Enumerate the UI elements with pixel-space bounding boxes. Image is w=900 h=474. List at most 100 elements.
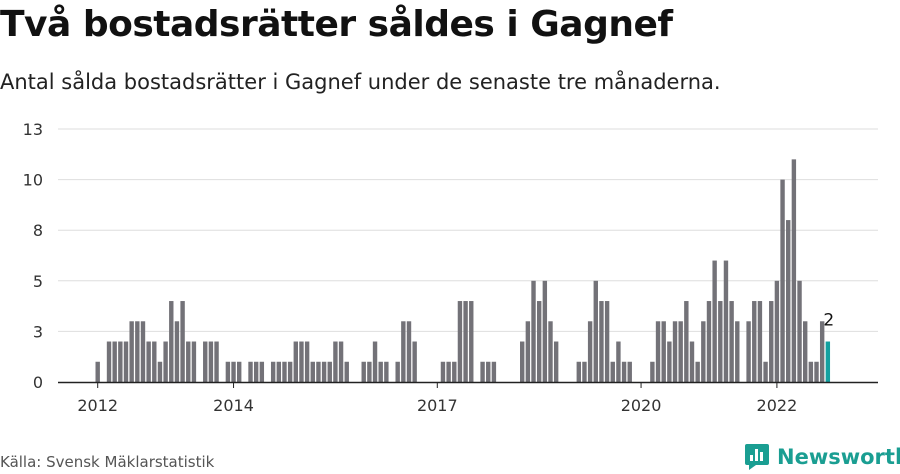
bar [746, 321, 751, 382]
bar [627, 361, 632, 382]
bar [667, 341, 672, 382]
bar [701, 321, 706, 382]
bar [208, 341, 214, 382]
bar [180, 301, 185, 382]
bar [452, 361, 457, 382]
bar [293, 341, 298, 382]
bar [174, 321, 180, 382]
bar [146, 341, 151, 382]
bar [587, 321, 593, 382]
bar [791, 159, 797, 382]
bar [287, 361, 293, 382]
bar [814, 361, 819, 382]
y-tick-label: 3 [33, 322, 43, 341]
logo-text: Newsworthy [777, 445, 900, 469]
bar [689, 341, 695, 382]
bar [757, 301, 763, 382]
bar [463, 301, 468, 382]
x-tick-label: 2017 [417, 396, 458, 415]
bar [457, 301, 463, 382]
bar [338, 341, 344, 382]
x-tick-label: 2012 [77, 396, 118, 415]
bar [112, 341, 117, 382]
bar [797, 280, 802, 382]
bar [361, 361, 366, 382]
bar [140, 321, 146, 382]
bar [316, 361, 321, 382]
bar [706, 301, 712, 382]
bar [576, 361, 581, 382]
bar [304, 341, 310, 382]
bar-chart: 0 3 5 8 10 13 2012 2014 2017 2020 2022 2 [23, 120, 878, 415]
bar [401, 321, 406, 382]
bar [480, 361, 485, 382]
bar [367, 361, 372, 382]
bar [678, 321, 683, 382]
bar [553, 341, 559, 382]
bar [469, 301, 474, 382]
chart-subtitle: Antal sålda bostadsrätter i Gagnef under… [0, 70, 721, 94]
data-label-latest: 2 [823, 311, 834, 331]
bar [695, 361, 700, 382]
bar [163, 341, 168, 382]
bar [610, 361, 615, 382]
bar [735, 321, 740, 382]
bar [723, 260, 729, 382]
bar [446, 361, 451, 382]
bar [684, 301, 689, 382]
bar [406, 321, 412, 382]
bar [729, 301, 734, 382]
bar [95, 361, 100, 382]
bar [310, 361, 315, 382]
bar [486, 361, 491, 382]
newsworthy-logo: Newsworthy [744, 443, 900, 471]
bar [225, 361, 231, 382]
bar [616, 341, 621, 382]
bar [214, 341, 219, 382]
bar [412, 341, 417, 382]
bar [253, 361, 259, 382]
bar [344, 361, 349, 382]
bar [803, 321, 808, 382]
bar [531, 280, 536, 382]
bar [440, 361, 446, 382]
y-tick-label: 13 [23, 120, 43, 139]
bar [384, 361, 389, 382]
bar [780, 179, 785, 382]
bar [378, 361, 383, 382]
y-tick-label: 0 [33, 373, 43, 392]
x-tick-label: 2020 [621, 396, 662, 415]
newsworthy-logo-icon [745, 444, 769, 470]
bar [123, 341, 129, 382]
bar [774, 280, 780, 382]
bar [129, 321, 134, 382]
x-tick-label: 2022 [757, 396, 798, 415]
bar [203, 341, 208, 382]
bar [520, 341, 525, 382]
bar [582, 361, 587, 382]
bar [621, 361, 627, 382]
bar [333, 341, 338, 382]
bar [321, 361, 327, 382]
bar [525, 321, 531, 382]
bar [599, 301, 604, 382]
bar [655, 321, 661, 382]
chart-title: Två bostadsrätter såldes i Gagnef [0, 4, 673, 45]
bar [152, 341, 157, 382]
bar [712, 260, 717, 382]
bar [282, 361, 287, 382]
bar [769, 301, 774, 382]
y-tick-label: 8 [33, 221, 43, 240]
bar [548, 321, 553, 382]
bar [808, 361, 814, 382]
bar [542, 280, 548, 382]
bar [191, 341, 197, 382]
bar-latest [825, 341, 831, 382]
bar [270, 361, 276, 382]
bar [786, 220, 791, 382]
bar [186, 341, 191, 382]
bar [395, 361, 400, 382]
bar [276, 361, 282, 382]
bar [372, 341, 378, 382]
source-note: Källa: Svensk Mäklarstatistik [0, 453, 215, 471]
